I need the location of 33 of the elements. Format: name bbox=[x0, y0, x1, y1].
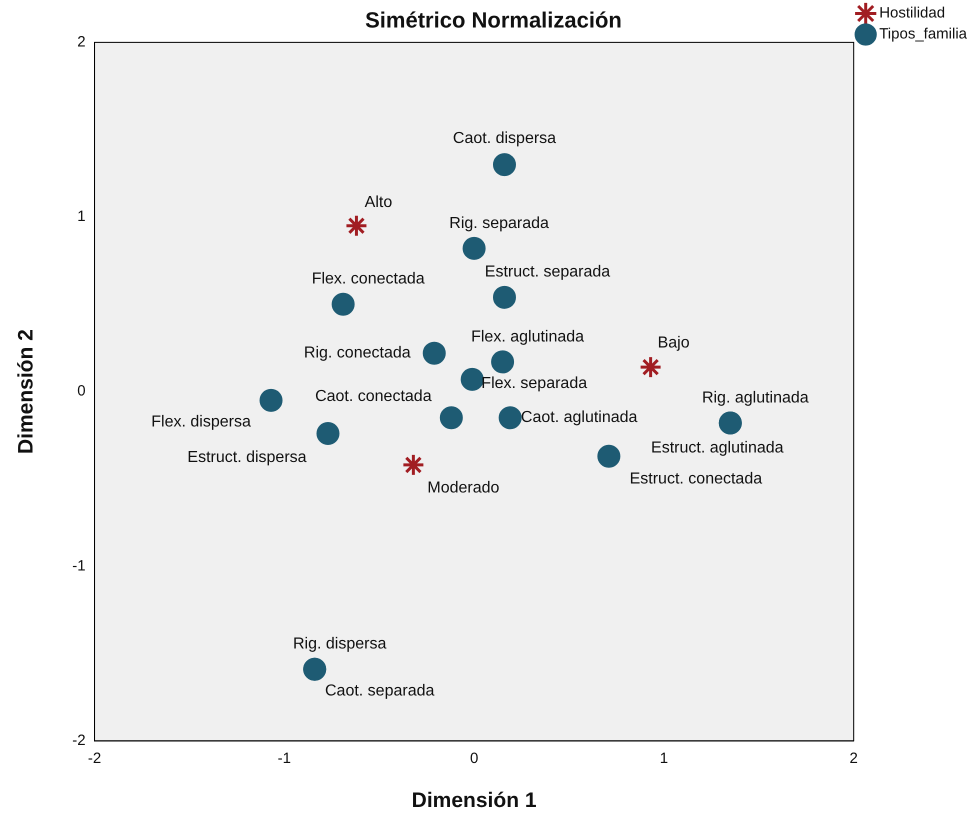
y-axis-title: Dimensión 2 bbox=[14, 329, 38, 454]
annotation: Flex. conectada bbox=[312, 270, 425, 288]
y-tick-label: 0 bbox=[77, 382, 86, 400]
annotation: Caot. aglutinada bbox=[520, 409, 638, 426]
annotation: Flex. dispersa bbox=[151, 414, 251, 431]
chart-title: Simétrico Normalización bbox=[365, 7, 622, 32]
annotation: Flex. separada bbox=[481, 374, 588, 392]
annotation: Estruct. aglutinada bbox=[651, 439, 784, 456]
y-tick-label: -1 bbox=[72, 557, 86, 574]
annotation: Caot. separada bbox=[324, 682, 434, 700]
y-tick-label: -2 bbox=[72, 732, 86, 749]
annotation: Alto bbox=[364, 194, 392, 212]
annotation: Estruct. separada bbox=[484, 264, 610, 281]
annotation: Moderado bbox=[427, 479, 500, 496]
annotation: Bajo bbox=[658, 334, 690, 352]
y-tick-label: 2 bbox=[77, 34, 86, 51]
annotation: Flex. aglutinada bbox=[471, 328, 584, 346]
x-tick-label: 1 bbox=[660, 750, 668, 767]
x-tick-label: -1 bbox=[278, 750, 291, 767]
annotation: Caot. conectada bbox=[315, 388, 432, 406]
annotation: Caot. dispersa bbox=[452, 130, 556, 148]
annotation: Estruct. dispersa bbox=[187, 448, 307, 466]
annotation: Rig. separada bbox=[449, 214, 550, 232]
x-axis-title: Dimensión 1 bbox=[412, 789, 537, 812]
x-tick-label: 2 bbox=[850, 750, 858, 767]
y-tick-label: 1 bbox=[77, 208, 86, 226]
legend-label: Tipos_familia bbox=[879, 26, 968, 43]
annotation: Rig. conectada bbox=[304, 344, 411, 362]
x-tick-label: 0 bbox=[470, 750, 478, 767]
annotation: Estruct. conectada bbox=[630, 470, 762, 488]
legend-label: Hostilidad bbox=[879, 4, 946, 22]
annotation: Rig. dispersa bbox=[293, 636, 386, 653]
annotation: Rig. aglutinada bbox=[702, 389, 809, 406]
